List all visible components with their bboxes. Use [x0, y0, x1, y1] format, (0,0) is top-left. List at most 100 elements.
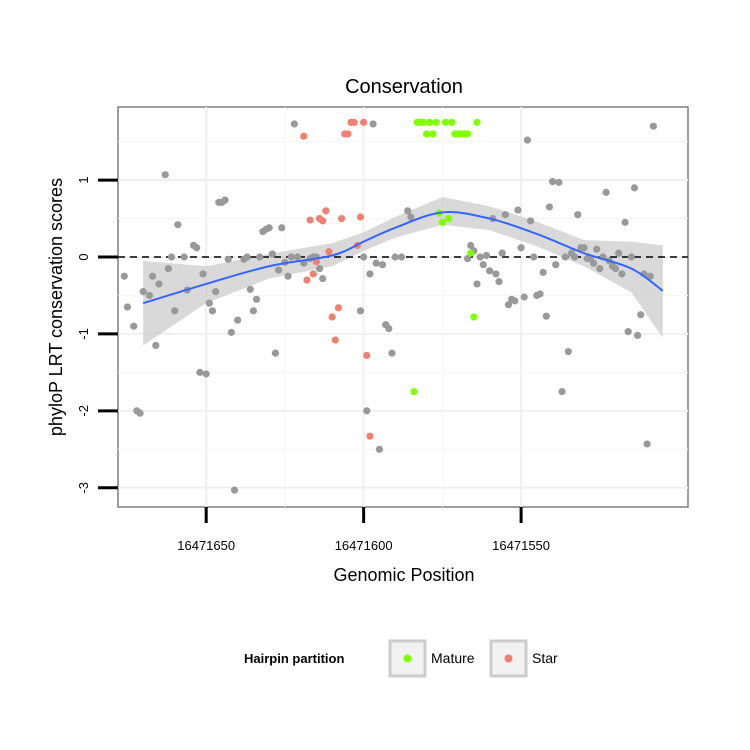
point-other-67: [391, 253, 399, 261]
plot-area: [117, 106, 689, 508]
point-other-35: [249, 307, 258, 315]
point-other-9: [155, 280, 163, 288]
point-other-119: [615, 249, 623, 257]
point-other-92: [530, 253, 538, 261]
point-other-94: [536, 290, 544, 298]
x-axis: 16471650 16471600 16471550: [177, 507, 550, 553]
x-axis-title: Genomic Position: [333, 565, 474, 585]
point-star-3: [309, 270, 317, 278]
point-other-23: [208, 307, 217, 315]
y-tick-label-1: -2: [76, 405, 91, 417]
point-other-102: [561, 253, 569, 261]
point-mature-20: [473, 118, 481, 126]
point-other-87: [514, 206, 522, 214]
point-star-14: [344, 130, 352, 138]
point-mature-18: [467, 249, 475, 257]
point-star-8: [325, 248, 333, 256]
point-other-90: [523, 136, 531, 144]
point-other-56: [356, 307, 365, 315]
y-tick-label-0: -3: [76, 482, 91, 494]
point-other-129: [646, 272, 654, 280]
legend-label-mature: Mature: [431, 650, 475, 666]
point-other-108: [580, 244, 588, 252]
point-layer: [120, 118, 657, 494]
point-other-20: [199, 270, 207, 278]
point-other-91: [526, 217, 535, 225]
point-other-89: [520, 293, 528, 301]
y-axis-title: phyloP LRT conservation scores: [46, 178, 66, 436]
point-other-106: [574, 211, 582, 219]
point-mature-6: [429, 130, 437, 138]
point-other-0: [120, 272, 128, 280]
point-other-47: [287, 253, 295, 261]
smooth-trend-line: [142, 211, 664, 305]
point-other-14: [174, 221, 182, 229]
point-other-54: [315, 264, 324, 273]
plot-panel: [117, 106, 689, 508]
point-star-19: [360, 118, 368, 126]
point-other-126: [637, 311, 645, 319]
point-other-29: [227, 328, 235, 336]
point-other-101: [558, 388, 566, 396]
point-mature-10: [441, 118, 450, 126]
point-star-7: [322, 207, 330, 215]
point-star-6: [319, 217, 327, 225]
point-other-55: [319, 274, 327, 283]
point-other-49: [293, 253, 302, 261]
point-other-31: [234, 316, 242, 324]
point-other-63: [378, 261, 387, 269]
point-other-22: [205, 299, 213, 307]
point-mature-11: [445, 214, 453, 223]
y-axis: -3 -2 -1 0 1: [76, 176, 118, 494]
point-mature-3: [419, 118, 428, 126]
point-other-7: [149, 272, 157, 280]
point-other-10: [161, 171, 169, 179]
chart-title: Conservation: [345, 76, 463, 98]
point-other-69: [404, 207, 412, 215]
point-other-70: [407, 213, 415, 221]
legend-key-mature: [388, 639, 427, 678]
y-tick-label-4: 1: [76, 176, 91, 183]
point-other-111: [589, 259, 598, 267]
point-other-6: [145, 291, 154, 300]
point-other-88: [517, 244, 525, 252]
point-star-18: [356, 213, 365, 221]
point-other-44: [278, 224, 286, 232]
point-mature-9: [438, 218, 446, 226]
point-other-36: [252, 295, 261, 303]
point-star-11: [334, 304, 343, 312]
legend: Hairpin partition Mature Star: [244, 639, 558, 678]
point-other-128: [643, 440, 651, 448]
point-other-86: [511, 297, 519, 305]
point-other-103: [564, 348, 572, 356]
point-star-21: [366, 432, 374, 440]
legend-label-star: Star: [532, 650, 558, 666]
point-other-42: [271, 349, 280, 357]
point-mature-0: [410, 388, 418, 396]
point-other-81: [495, 278, 503, 286]
point-star-16: [350, 118, 358, 126]
point-other-24: [212, 288, 220, 296]
point-other-65: [385, 324, 393, 333]
point-mature-5: [426, 118, 434, 126]
x-tick-label-2: 16471550: [492, 538, 550, 553]
point-star-10: [331, 336, 339, 344]
point-other-84: [504, 301, 513, 309]
point-other-72: [467, 241, 475, 250]
point-mature-12: [448, 118, 456, 126]
point-other-19: [196, 368, 204, 376]
confidence-ribbon: [143, 197, 663, 346]
point-other-15: [180, 253, 188, 261]
point-other-41: [268, 250, 276, 258]
point-other-82: [498, 249, 506, 257]
point-other-124: [630, 184, 639, 192]
point-other-75: [476, 253, 484, 261]
point-other-46: [284, 272, 292, 280]
point-other-40: [265, 224, 273, 232]
point-other-78: [486, 267, 494, 275]
legend-title: Hairpin partition: [244, 651, 344, 666]
point-other-8: [152, 341, 160, 350]
point-mature-7: [432, 118, 440, 126]
point-other-74: [473, 280, 481, 288]
